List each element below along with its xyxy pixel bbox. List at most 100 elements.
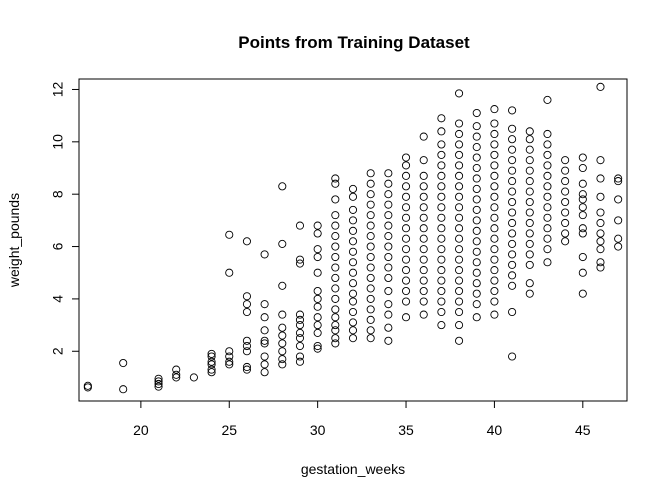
data-point — [455, 266, 464, 275]
data-point — [401, 255, 411, 264]
data-point — [543, 192, 552, 201]
data-point — [419, 192, 428, 201]
data-point — [225, 352, 234, 361]
data-point — [242, 307, 251, 317]
data-point — [366, 284, 375, 293]
data-point — [508, 177, 517, 186]
data-point — [472, 163, 481, 173]
data-point — [401, 182, 411, 191]
data-point — [490, 286, 499, 296]
data-point — [313, 286, 322, 296]
data-point — [437, 127, 446, 136]
data-point — [472, 216, 481, 225]
data-point — [525, 166, 534, 175]
data-point — [596, 208, 605, 217]
data-point — [455, 119, 464, 128]
data-point — [455, 297, 464, 306]
data-point — [401, 234, 411, 243]
y-axis-label: weight_pounds — [6, 193, 22, 288]
data-point — [614, 216, 623, 225]
data-point — [508, 229, 517, 238]
data-point — [366, 211, 375, 220]
data-point — [225, 360, 234, 369]
y-tick-label: 8 — [50, 190, 66, 198]
data-point — [348, 258, 358, 267]
data-point — [561, 177, 570, 186]
data-point — [525, 145, 534, 154]
x-tick-label: 25 — [221, 422, 237, 438]
data-point — [614, 174, 623, 183]
data-point — [384, 273, 393, 283]
data-point — [596, 218, 605, 228]
chart-title: Points from Training Dataset — [238, 33, 470, 52]
data-point — [384, 190, 393, 199]
data-point — [525, 127, 534, 136]
data-point — [348, 237, 358, 246]
data-point — [419, 156, 428, 165]
data-point — [331, 313, 340, 322]
data-point — [331, 339, 340, 348]
data-point — [490, 276, 499, 285]
data-point — [278, 360, 287, 369]
data-point — [401, 153, 411, 162]
y-tick-label: 4 — [50, 295, 66, 303]
data-point — [578, 163, 587, 173]
data-point — [596, 263, 605, 272]
data-point — [207, 365, 216, 374]
data-point — [260, 250, 269, 259]
data-point — [348, 205, 358, 214]
data-point — [154, 379, 163, 389]
data-point — [437, 255, 446, 264]
data-point — [384, 242, 393, 251]
data-point — [384, 179, 393, 188]
data-point — [313, 302, 322, 311]
data-point — [490, 171, 499, 180]
data-point — [242, 365, 251, 374]
data-point — [525, 239, 534, 248]
data-point — [207, 357, 216, 366]
data-point — [508, 106, 517, 115]
data-point — [278, 281, 287, 290]
data-point — [331, 321, 340, 330]
data-point — [331, 179, 340, 188]
data-point — [472, 153, 481, 162]
data-point — [472, 122, 481, 131]
data-point — [490, 161, 499, 170]
data-point — [472, 279, 481, 288]
data-point — [508, 352, 517, 361]
data-point — [578, 153, 587, 162]
data-point — [525, 177, 534, 186]
data-point — [472, 289, 481, 298]
data-point — [278, 323, 287, 332]
data-point — [455, 140, 464, 149]
data-point — [596, 174, 605, 183]
data-point — [242, 341, 251, 351]
data-point — [384, 323, 393, 332]
data-point — [525, 156, 534, 165]
data-point — [401, 161, 411, 170]
data-point — [490, 203, 499, 212]
data-point — [543, 140, 552, 149]
data-point — [508, 124, 517, 133]
data-point — [348, 334, 358, 343]
data-point — [366, 305, 375, 314]
data-point — [366, 252, 375, 262]
data-point — [490, 192, 499, 201]
data-point — [348, 216, 358, 225]
data-point — [260, 336, 269, 345]
data-point — [437, 297, 446, 306]
data-point — [525, 187, 534, 196]
data-point — [455, 161, 464, 170]
data-point — [313, 294, 322, 303]
data-point — [207, 368, 216, 377]
data-point — [578, 252, 587, 262]
data-point — [260, 360, 269, 369]
data-point — [472, 258, 481, 267]
data-point — [455, 276, 464, 285]
data-point — [384, 300, 393, 309]
data-point — [455, 129, 464, 139]
data-point — [614, 177, 623, 186]
data-point — [295, 334, 305, 343]
data-point — [313, 313, 322, 322]
data-point — [561, 229, 570, 238]
